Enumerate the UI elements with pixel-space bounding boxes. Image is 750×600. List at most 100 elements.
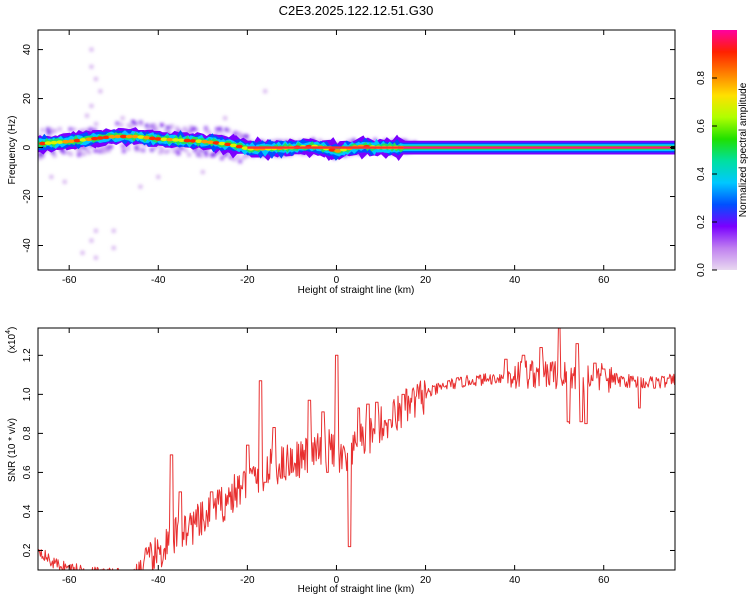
spectrogram-outlier [89,238,94,243]
colorbar-gradient [712,30,737,270]
spectrogram-cell [207,131,212,136]
spectrogram-outlier [98,89,103,94]
spectrogram-cell [214,131,219,136]
spectrogram-peak [131,134,139,139]
spectrogram-cell [219,129,224,134]
snr-x-ticks: -60 -40 -20 0 20 40 60 [62,328,610,586]
spectrogram-cell [68,127,73,132]
spectrogram-cell [45,127,50,132]
spectrogram-cell [203,126,208,131]
spectrogram-frame [37,29,676,271]
spectrogram-cell [50,129,55,134]
spectrogram-peak [73,138,81,143]
spectrogram-outlier [89,103,94,108]
spectrogram-cell [188,129,193,134]
spectrogram-cell [218,126,223,131]
spectrogram-peak [143,135,151,140]
spectrogram-cell [98,149,103,154]
spectrogram-peak [230,143,238,148]
spectrogram-peak [241,146,249,150]
spectrogram-peak [114,134,122,139]
snr-series-line [38,328,675,570]
colorbar-tick-label: 0.0 [696,263,707,277]
spectrogram-cell [373,137,378,142]
spectrogram-cell [152,145,157,150]
x-tick-label: -60 [62,275,77,286]
spectrogram-outlier [263,89,268,94]
spectrogram-cell [152,123,157,128]
spectrogram-cell [176,151,181,156]
figure-title: C2E3.2025.122.12.51.G30 [279,3,434,18]
spectrogram-cell [121,144,126,149]
spectrogram-cell [244,134,249,139]
spectrogram-cell [239,134,244,139]
snr-plot-area [38,328,675,570]
spectrogram-cell [105,147,110,152]
spectrogram-outlier [80,250,85,255]
spectrogram-cell [66,150,71,155]
spectrogram-peak [62,139,70,144]
spectrogram-cell [163,128,168,133]
spectrogram-peak [120,134,128,139]
snr-y-axis-label: SNR (10 * v/v) [7,418,18,482]
spectrogram-peak [160,137,168,142]
spectrogram-cell [154,126,159,131]
spectrogram-peak [166,137,174,142]
spectrogram-cell [52,128,57,133]
spectrogram-peak [224,142,232,147]
x-tick-label: -20 [240,275,255,286]
colorbar: 0.0 0.2 0.4 0.6 0.8 Normalized spectral ampl… [696,30,749,277]
colorbar-tick-label: 0.4 [696,167,707,181]
spectrogram-outlier [120,116,125,121]
spectrogram-cell [233,130,238,135]
colorbar-tick-label: 0.2 [696,215,707,229]
spectrogram-peak [154,137,162,141]
y-tick-label: 1.0 [22,387,33,401]
x-tick-label: -60 [62,575,77,586]
spectrogram-cell [138,147,143,152]
spectrogram-y-axis-label: Frequency (Hz) [7,116,18,185]
y-tick-label: 1.2 [22,348,33,362]
spectrogram-cell [194,128,199,133]
spectrogram-cell [224,127,229,132]
spectrogram-peak [235,144,243,149]
spectrogram-cell [152,127,157,132]
spectrogram-peak [102,135,110,140]
spectrogram-cell [241,155,246,160]
spectrogram-cell [68,152,73,157]
spectrogram-cell [190,126,195,131]
spectrogram-cell [227,128,232,133]
spectrogram-outlier [138,184,143,189]
spectrogram-cell [88,127,93,132]
spectrogram-outlier [89,47,94,52]
spectrogram-cell [139,121,144,126]
spectrogram-cell [83,128,88,133]
spectrogram-peak [91,136,99,141]
spectrogram-outlier [93,255,98,260]
spectrogram-cell [106,145,111,150]
colorbar-tick-label: 0.6 [696,119,707,133]
spectrogram-cell [182,126,187,131]
spectrogram-peak [195,139,203,144]
spectrogram-peak [38,141,46,146]
spectrogram-cell [210,153,215,158]
spectrogram-outlier [200,170,205,175]
spectrogram-cell [144,123,149,128]
spectrogram-cell [237,131,242,136]
spectrogram-cell [166,149,171,154]
spectrogram-peak [177,138,185,143]
y-tick-label: -20 [22,189,33,204]
spectrogram-cell [179,146,184,151]
x-tick-label: -40 [151,575,166,586]
spectrogram-outlier [49,174,54,179]
spectrogram-cell [165,125,170,130]
spectrogram-peak [334,149,342,153]
spectrogram-cell [93,148,98,153]
spectrogram-cell [187,152,192,157]
x-tick-label: 0 [334,275,340,286]
spectrogram-cell [159,123,164,128]
spectrogram-cell [193,148,198,153]
y-tick-label: 40 [22,44,33,56]
snr-frame [37,327,676,571]
x-tick-label: 40 [509,275,521,286]
